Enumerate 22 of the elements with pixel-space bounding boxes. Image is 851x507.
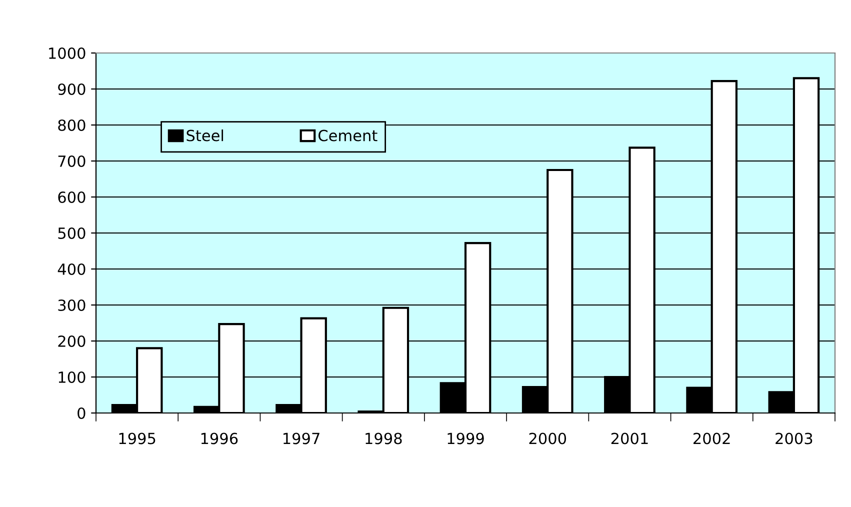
y-tick-label: 700 (58, 155, 86, 168)
legend-label: Cement (318, 130, 378, 142)
y-tick-label: 300 (58, 299, 86, 312)
x-tick-label: 1998 (366, 432, 402, 444)
y-tick-label: 100 (58, 371, 86, 384)
x-tick-label: 1997 (284, 432, 320, 444)
x-tick-label: 2000 (529, 432, 566, 444)
y-tick-label: 200 (58, 335, 86, 348)
legend-label: Steel (186, 129, 224, 142)
x-tick-label: 1999 (448, 432, 484, 444)
y-tick-label: 500 (58, 227, 86, 240)
y-tick-label: 0 (78, 407, 86, 420)
x-tick-label: 1996 (201, 432, 238, 444)
x-tick-label: 2003 (776, 432, 812, 444)
y-tick-label: 1000 (49, 47, 86, 60)
y-tick-label: 400 (58, 263, 86, 276)
y-tick-label: 900 (58, 83, 86, 96)
x-tick-label: 1995 (119, 432, 156, 444)
x-tick-label: 2002 (694, 432, 730, 444)
x-tick-label: 2001 (611, 432, 648, 444)
y-tick-label: 800 (58, 119, 86, 132)
y-tick-label: 600 (58, 191, 86, 204)
